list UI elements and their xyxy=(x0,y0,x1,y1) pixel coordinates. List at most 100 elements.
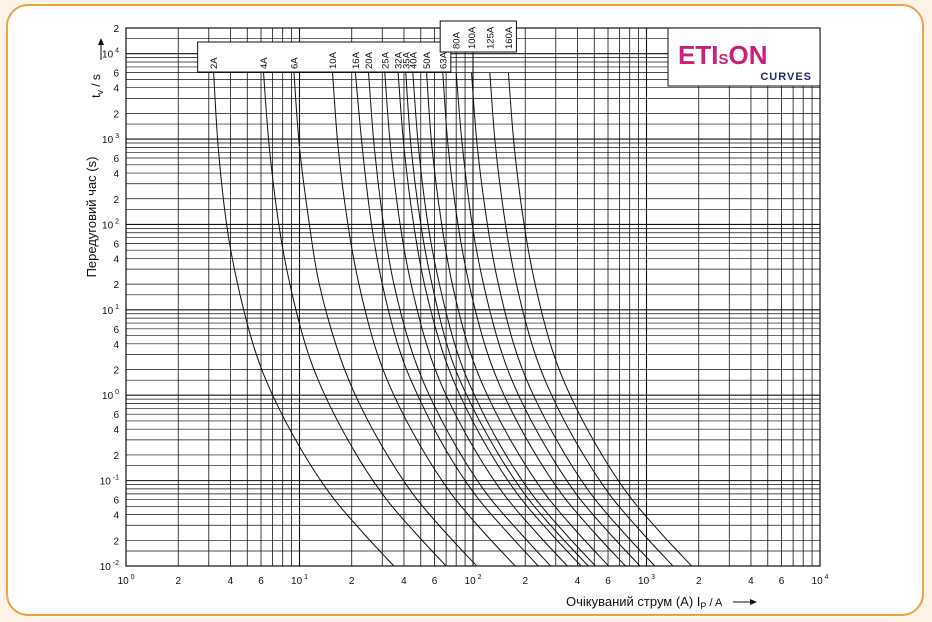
y-tick-label: 2 xyxy=(113,24,119,35)
series-label-63A: 63A xyxy=(438,51,449,69)
y-axis-subscript: v xyxy=(95,90,105,95)
series-label-125A: 125A xyxy=(485,26,496,49)
series-label-box-1 xyxy=(197,41,452,73)
x-tick-exponent: 1 xyxy=(302,574,308,581)
y-tick-label: 6 xyxy=(113,154,119,165)
y-tick-label: 10 -2 xyxy=(100,560,119,573)
x-tick-exponent: 3 xyxy=(649,574,655,581)
curve-40A xyxy=(412,72,596,567)
curve-100A xyxy=(471,72,656,567)
y-tick-exponent: -1 xyxy=(111,475,119,482)
series-label-160A: 160A xyxy=(504,26,515,49)
x-tick-label: 6 xyxy=(258,576,264,587)
y-tick-label: 4 xyxy=(113,340,119,351)
y-tick-label: 6 xyxy=(113,239,119,250)
curve-25A xyxy=(384,72,568,567)
y-axis-variable: tv / s xyxy=(89,74,105,98)
y-tick-label: 10 4 xyxy=(102,48,119,61)
series-label-80A: 80A xyxy=(452,31,463,49)
curve-4A xyxy=(263,72,447,567)
series-label-100A: 100A xyxy=(467,26,478,49)
y-tick-label: 2 xyxy=(113,536,119,547)
y-tick-exponent: 4 xyxy=(113,48,119,55)
curve-50A xyxy=(426,72,609,567)
y-tick-exponent: 0 xyxy=(113,389,119,396)
series-label-box-2 xyxy=(439,20,517,53)
logo-brand-eti: ETI xyxy=(678,40,718,70)
y-tick-exponent: 3 xyxy=(113,133,119,140)
series-label-25A: 25A xyxy=(380,51,391,69)
logo-tagline: CURVES xyxy=(760,71,812,83)
x-axis-arrow-head xyxy=(750,599,757,605)
x-axis-subscript: P xyxy=(700,601,706,611)
x-tick-label: 2 xyxy=(175,576,181,587)
series-label-10A: 10A xyxy=(328,51,339,69)
y-tick-label: 10 0 xyxy=(102,389,119,402)
x-tick-exponent: 0 xyxy=(129,574,135,581)
x-tick-label: 10 3 xyxy=(638,574,655,587)
y-axis-title: Передуговий час (s) xyxy=(84,157,99,278)
logo-box xyxy=(667,27,821,87)
curves xyxy=(213,72,692,567)
y-tick-label: 6 xyxy=(113,325,119,336)
curve-10A xyxy=(332,72,516,567)
x-tick-label: 6 xyxy=(779,576,785,587)
y-tick-label: 10 3 xyxy=(102,133,119,146)
x-tick-label: 10 4 xyxy=(812,574,829,587)
y-tick-label: 4 xyxy=(113,511,119,522)
y-tick-label: 2 xyxy=(113,280,119,291)
series-label-50A: 50A xyxy=(422,51,433,69)
curve-160A xyxy=(507,72,692,567)
x-tick-label: 4 xyxy=(575,576,581,587)
x-tick-label: 4 xyxy=(401,576,407,587)
x-axis-title: Очікуваний струм (A) IP / A xyxy=(566,594,723,611)
y-tick-exponent: 1 xyxy=(113,304,119,311)
curve-2A xyxy=(213,72,395,567)
curve-16A xyxy=(354,72,539,567)
curve-125A xyxy=(489,72,674,567)
series-label-4A: 4A xyxy=(259,57,270,69)
y-tick-label: 6 xyxy=(113,496,119,507)
x-tick-label: 2 xyxy=(522,576,528,587)
x-tick-label: 10 0 xyxy=(118,574,135,587)
grid-lines xyxy=(125,27,821,567)
x-tick-label: 2 xyxy=(696,576,702,587)
curve-32A xyxy=(397,72,582,567)
series-label-2A: 2A xyxy=(209,57,220,69)
logo-brand-s: S xyxy=(718,51,728,68)
logo-brand: ETISON xyxy=(678,40,767,70)
y-tick-label: 4 xyxy=(113,84,119,95)
x-axis-unit: / A xyxy=(706,597,723,609)
y-tick-exponent: -2 xyxy=(111,560,119,567)
y-tick-label: 4 xyxy=(113,254,119,265)
y-tick-label: 10 1 xyxy=(102,304,119,317)
y-tick-label: 2 xyxy=(113,195,119,206)
y-tick-label: 6 xyxy=(113,69,119,80)
series-label-20A: 20A xyxy=(364,51,375,69)
y-tick-label: 10 -1 xyxy=(100,475,119,488)
y-tick-label: 2 xyxy=(113,109,119,120)
series-label-35A: 35A xyxy=(401,51,412,69)
curve-63A xyxy=(442,72,626,567)
curve-6A xyxy=(293,72,478,567)
x-tick-label: 6 xyxy=(432,576,438,587)
y-tick-label: 10 2 xyxy=(102,218,119,231)
y-tick-label: 4 xyxy=(113,425,119,436)
x-tick-label: 4 xyxy=(748,576,754,587)
series-label-6A: 6A xyxy=(290,57,301,69)
y-tick-label: 2 xyxy=(113,366,119,377)
y-tick-label: 2 xyxy=(113,451,119,462)
y-tick-label: 6 xyxy=(113,410,119,421)
series-label-32A: 32A xyxy=(394,51,405,69)
x-tick-label: 2 xyxy=(349,576,355,587)
y-tick-exponent: 2 xyxy=(113,218,119,225)
x-tick-exponent: 4 xyxy=(823,574,829,581)
axis-titles: Передуговий час (s) tv / s Очікуваний стру… xyxy=(84,38,757,611)
x-tick-label: 6 xyxy=(605,576,611,587)
x-tick-label: 4 xyxy=(228,576,234,587)
x-tick-label: 10 1 xyxy=(291,574,308,587)
curve-20A xyxy=(368,72,551,567)
